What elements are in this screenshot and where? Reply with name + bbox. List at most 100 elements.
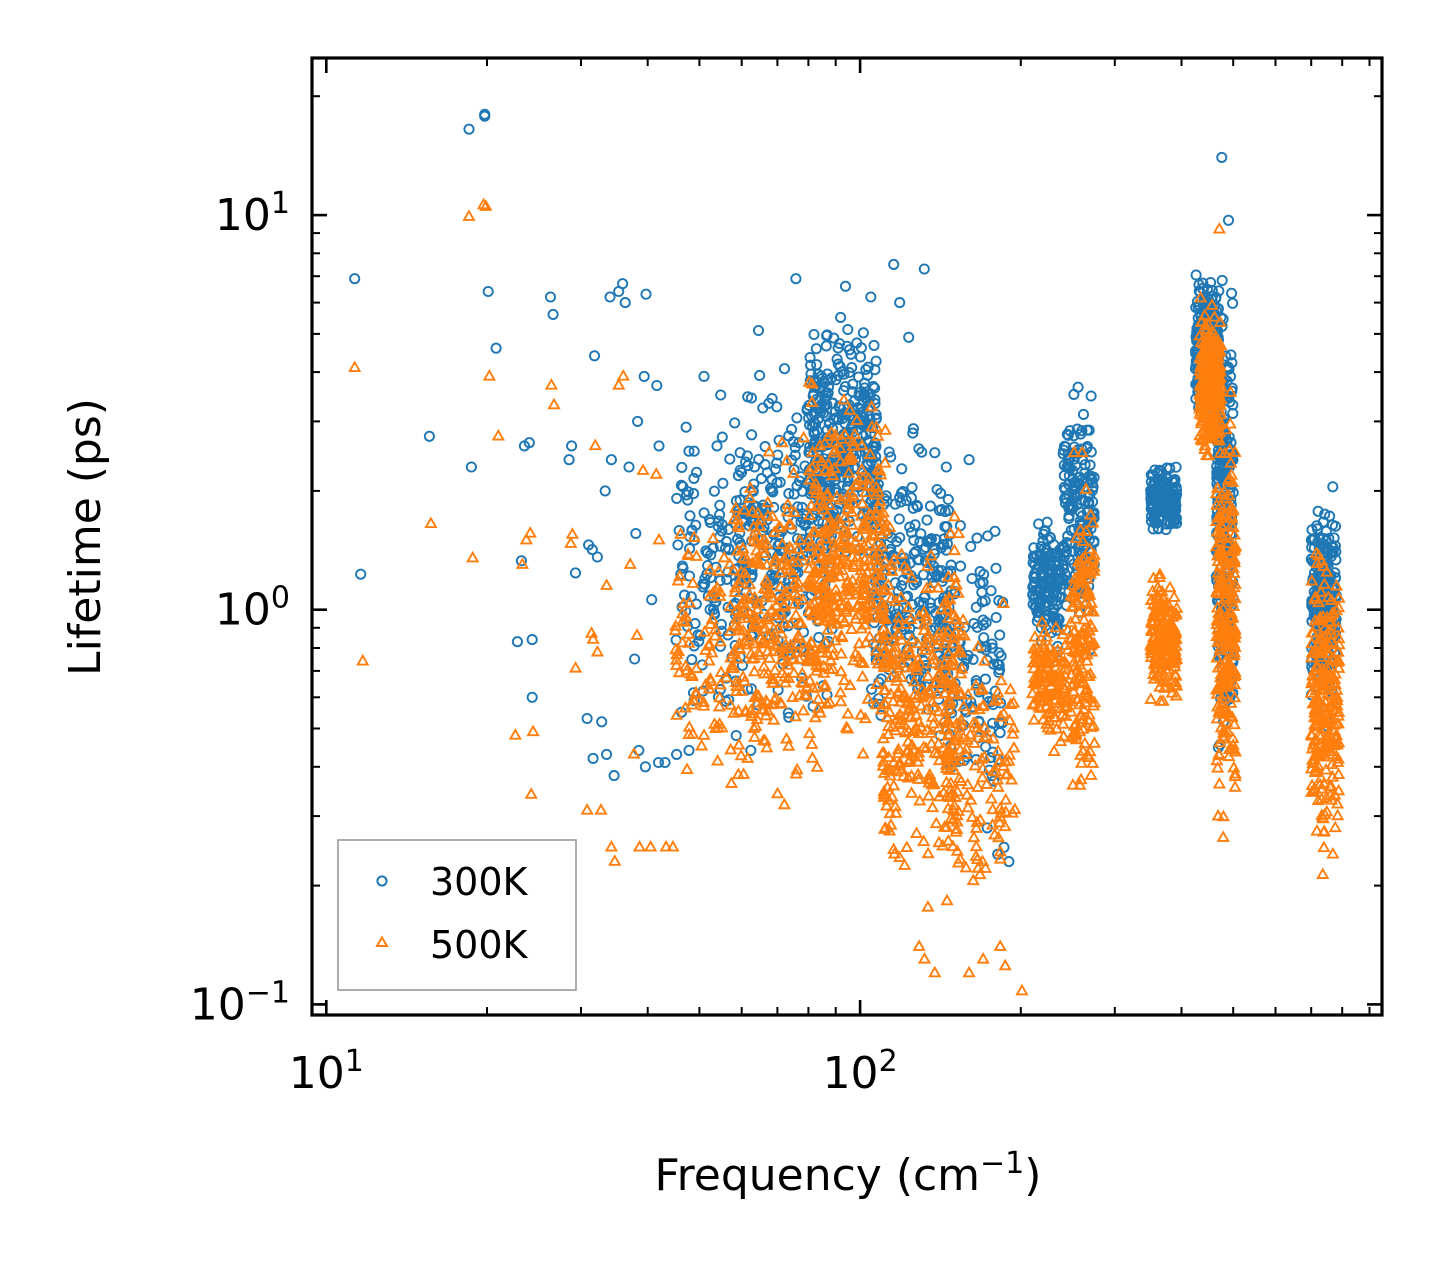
data-point-300K: [821, 330, 833, 342]
data-point-500K: [971, 639, 985, 652]
data-point-500K: [760, 558, 774, 570]
data-point-500K: [768, 551, 783, 564]
data-point-500K: [1213, 362, 1227, 375]
data-point-500K: [861, 538, 875, 550]
data-point-500K: [953, 754, 967, 766]
data-point-300K: [693, 635, 705, 647]
data-point-500K: [1082, 707, 1096, 720]
data-point-300K: [865, 291, 877, 303]
data-point-500K: [1066, 644, 1080, 657]
data-point-500K: [1332, 591, 1346, 603]
data-point-500K: [832, 544, 846, 557]
data-point-500K: [1309, 660, 1323, 672]
data-point-500K: [746, 620, 760, 633]
data-point-500K: [902, 724, 916, 736]
data-point-500K: [697, 625, 712, 637]
data-point-300K: [865, 428, 877, 440]
data-point-500K: [838, 540, 852, 553]
data-point-500K: [762, 651, 777, 663]
data-point-500K: [1320, 565, 1334, 577]
data-point-500K: [791, 645, 805, 657]
data-point-500K: [1195, 424, 1210, 437]
data-point-500K: [1213, 392, 1227, 405]
data-point-500K: [818, 436, 832, 448]
data-point-300K: [993, 659, 1005, 671]
data-point-300K: [684, 510, 696, 522]
data-point-300K: [349, 273, 361, 285]
data-point-500K: [875, 596, 890, 608]
data-point-500K: [843, 453, 858, 465]
data-point-500K: [1002, 748, 1017, 760]
data-point-500K: [1332, 705, 1346, 717]
data-point-500K: [854, 708, 868, 720]
data-point-300K: [1041, 516, 1053, 528]
data-point-500K: [796, 593, 810, 605]
data-point-300K: [721, 573, 733, 585]
data-point-500K: [1006, 696, 1021, 708]
data-point-500K: [820, 532, 834, 544]
data-point-500K: [931, 736, 946, 749]
data-point-500K: [920, 559, 935, 571]
data-point-500K: [984, 791, 999, 804]
data-point-500K: [1066, 599, 1081, 611]
data-point-500K: [747, 664, 762, 677]
data-point-500K: [1083, 617, 1098, 630]
data-point-500K: [841, 502, 855, 514]
data-point-500K: [792, 652, 806, 664]
data-point-300K: [1153, 464, 1165, 476]
data-point-500K: [942, 591, 956, 603]
data-point-500K: [931, 746, 945, 759]
data-point-500K: [1152, 583, 1166, 596]
data-point-500K: [1228, 744, 1242, 757]
data-point-500K: [1304, 785, 1319, 797]
data-point-500K: [1039, 654, 1053, 667]
data-point-500K: [682, 595, 697, 608]
data-point-500K: [1201, 418, 1215, 430]
data-point-500K: [612, 378, 626, 390]
data-point-500K: [909, 826, 924, 838]
data-point-500K: [750, 712, 764, 725]
data-point-500K: [892, 757, 906, 769]
data-point-500K: [854, 621, 869, 634]
data-point-500K: [636, 463, 650, 475]
data-point-300K: [591, 551, 603, 563]
data-point-500K: [712, 699, 727, 712]
data-point-500K: [1147, 623, 1162, 635]
data-point-500K: [1067, 590, 1082, 602]
data-point-500K: [859, 635, 873, 648]
data-point-500K: [643, 839, 658, 852]
data-point-500K: [1325, 695, 1339, 708]
data-point-500K: [724, 650, 738, 663]
data-point-500K: [775, 537, 789, 549]
data-point-500K: [1320, 729, 1334, 742]
data-point-500K: [1309, 764, 1323, 776]
data-point-500K: [708, 622, 722, 635]
data-point-500K: [730, 544, 745, 556]
data-point-500K: [1332, 661, 1346, 673]
data-point-500K: [1218, 506, 1232, 519]
data-point-300K: [672, 539, 684, 551]
data-point-500K: [1084, 507, 1098, 520]
data-point-300K: [752, 324, 765, 337]
data-point-500K: [910, 659, 924, 671]
data-point-500K: [802, 375, 816, 387]
data-point-500K: [919, 702, 934, 715]
data-point-500K: [1221, 724, 1235, 737]
data-point-500K: [966, 716, 981, 728]
data-point-500K: [893, 651, 907, 663]
data-point-500K: [793, 631, 807, 644]
data-point-500K: [523, 526, 537, 538]
data-point-500K: [957, 699, 971, 712]
data-point-500K: [623, 557, 637, 569]
data-point-500K: [871, 462, 885, 474]
data-point-500K: [815, 454, 829, 467]
data-point-500K: [746, 528, 760, 541]
data-point-500K: [975, 770, 990, 783]
data-point-300K: [1326, 519, 1339, 531]
data-point-500K: [564, 536, 578, 548]
data-point-500K: [951, 804, 966, 816]
data-point-300K: [490, 342, 502, 354]
data-point-500K: [969, 849, 983, 861]
data-point-500K: [1324, 610, 1338, 622]
data-point-300K: [893, 513, 905, 525]
